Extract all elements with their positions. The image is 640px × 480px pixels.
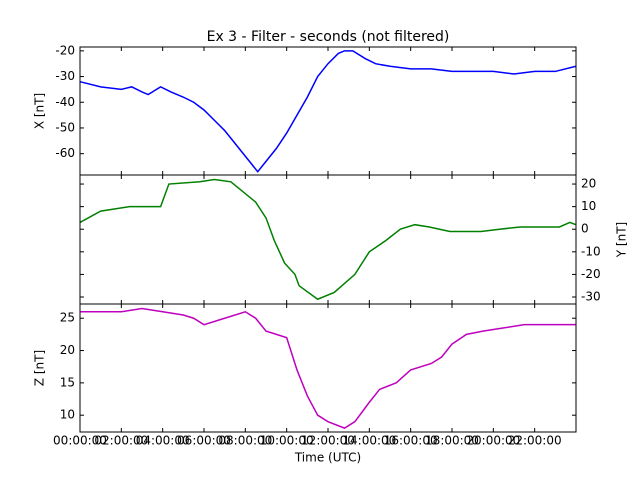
x-tick-label: 08:00:00 (218, 434, 272, 448)
y-tick-label: -50 (55, 120, 75, 134)
x-tick-label: 16:00:00 (384, 434, 438, 448)
y-tick-label: 15 (60, 375, 75, 389)
y-axis-label: X [nT] (33, 93, 47, 129)
x-tick-label: 02:00:00 (94, 434, 148, 448)
data-line (80, 307, 576, 429)
y-tick-label: -60 (55, 146, 75, 160)
y-tick-label: -30 (581, 289, 601, 303)
plot-frame (79, 174, 577, 305)
y-tick-label: 20 (581, 177, 596, 191)
x-tick-label: 06:00:00 (177, 434, 231, 448)
x-axis-label: Time (UTC) (294, 451, 361, 465)
x-tick-label: 22:00:00 (508, 434, 562, 448)
y-tick-label: 10 (60, 408, 75, 422)
x-tick-label: 04:00:00 (136, 434, 190, 448)
y-tick-label: -10 (581, 244, 601, 258)
y-tick-label: -20 (55, 43, 75, 57)
data-line (79, 178, 577, 301)
y-tick-label: 20 (60, 343, 75, 357)
plot-frame (79, 303, 577, 433)
y-tick-label: -20 (581, 267, 601, 281)
x-tick-label: 00:00:00 (53, 434, 107, 448)
y-tick-label: -30 (55, 69, 75, 83)
plot-frame (79, 46, 577, 176)
y-tick-label: 0 (581, 222, 589, 236)
y-tick-label: 10 (581, 199, 596, 213)
y-tick-label: 25 (60, 311, 75, 325)
y-axis-label: Y [nT] (615, 222, 629, 258)
x-tick-label: 10:00:00 (260, 434, 314, 448)
x-tick-label: 20:00:00 (466, 434, 520, 448)
chart-title: Ex 3 - Filter - seconds (not filtered) (207, 29, 450, 45)
y-axis-label: Z [nT] (33, 350, 47, 386)
x-tick-label: 14:00:00 (342, 434, 396, 448)
y-tick-label: -40 (55, 95, 75, 109)
x-tick-label: 12:00:00 (301, 434, 355, 448)
x-tick-label: 18:00:00 (425, 434, 479, 448)
data-line (79, 50, 577, 173)
